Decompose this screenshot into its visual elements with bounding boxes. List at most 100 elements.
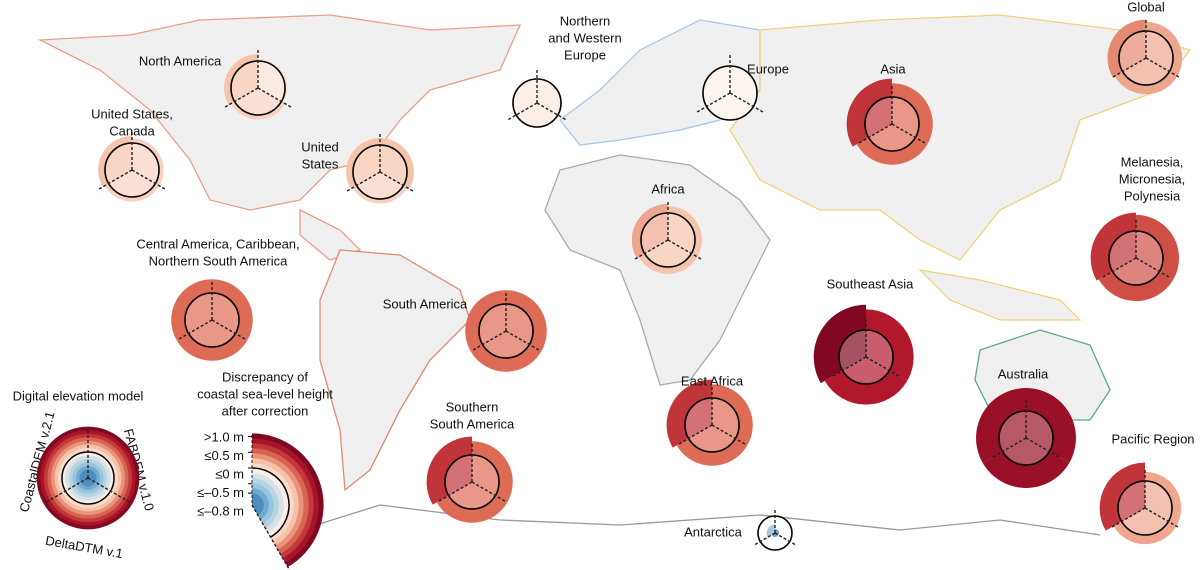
divider [667,239,703,261]
region-label: Europe [564,47,606,62]
divider [1025,437,1061,459]
region-label: Northern South America [149,253,289,268]
region-label: and Western [548,30,621,45]
divider [44,477,89,504]
region-label: Asia [880,61,906,76]
sector [846,78,892,147]
divider [223,87,259,109]
divider [211,319,247,341]
region-label: Antarctica [684,524,743,539]
sector [1114,58,1178,95]
legend-title: Digital elevation model [13,388,144,403]
divider [677,424,713,446]
region-label: United [301,139,339,154]
sector [706,93,754,121]
divider [471,330,507,352]
region-label: Micronesia, [1119,171,1185,186]
scale-tick-label: ≤–0.5 m [197,485,244,500]
antarctica [299,504,1101,536]
divider [379,171,415,193]
region-label: Southern [446,399,499,414]
legend-label: DeltaDTM v.1 [44,533,124,561]
region-label: States [302,156,339,171]
divider [87,477,132,504]
region-label: United States, [91,106,173,121]
region-label: Central America, Caribbean, [136,236,299,251]
asia [729,14,1192,261]
sector [1099,462,1145,531]
region-label: Global [1127,0,1165,14]
divider [251,504,291,570]
legend: Digital elevation model CoastalDEM v.2.1… [13,369,333,570]
divider [711,424,747,446]
scale-tick-label: ≤–0.8 m [197,503,244,518]
region-label: South America [383,296,468,311]
sector [426,436,472,505]
divider [345,171,381,193]
divider [729,92,765,114]
sector [1113,508,1177,545]
sector [1090,212,1136,281]
divider [471,481,507,503]
divider [1145,57,1181,79]
divider [1144,507,1180,529]
region-label: Pacific Region [1111,431,1194,446]
scale-title: coastal sea-level height [197,386,333,401]
sector [346,138,380,189]
sector [982,438,1070,488]
divider [753,532,776,546]
maritime-asia [918,269,1082,321]
sector [380,138,414,189]
scale-tick-label: ≤0.5 m [204,448,244,463]
region-label: Canada [109,123,155,138]
region-label: Australia [998,366,1049,381]
scale-tick-label: ≤0 m [215,466,244,481]
sector [1136,214,1180,280]
region-label: South America [430,416,515,431]
divider [774,532,797,546]
divider [97,169,133,191]
south-america [319,249,471,492]
region-label: East Africa [681,373,744,388]
region-label: Northern [560,13,611,28]
divider [865,356,901,378]
sector [224,54,258,105]
region-label: Africa [651,181,685,196]
divider [857,123,893,145]
divider [536,102,568,122]
divider [437,481,473,503]
divider [1111,57,1147,79]
scale-zero [251,467,290,538]
sector [666,379,712,448]
divider [991,437,1027,459]
sector [258,58,288,103]
divider [131,169,167,191]
divider [257,87,293,109]
scale-tick-label: >1.0 m [204,429,244,444]
sector [813,304,866,384]
divider [891,123,927,145]
divider [695,92,731,114]
scale-title: Discrepancy of [222,369,308,384]
zero-circle [512,78,562,128]
divider [1101,257,1137,279]
divider [506,102,538,122]
region-label: Polynesia [1124,188,1181,203]
divider [505,330,541,352]
sector [98,136,132,187]
sector [824,357,908,405]
region-label: North America [139,53,222,68]
region-label: Southeast Asia [827,276,914,291]
sector [976,388,1026,463]
region-label: Melanesia, [1121,154,1184,169]
basemap [37,14,1192,536]
sector [668,206,702,257]
sector [132,138,164,186]
sector [1026,388,1076,463]
divider [1110,507,1146,529]
divider [1135,257,1171,279]
divider [633,239,669,261]
divider [177,319,213,341]
divider [831,356,867,378]
